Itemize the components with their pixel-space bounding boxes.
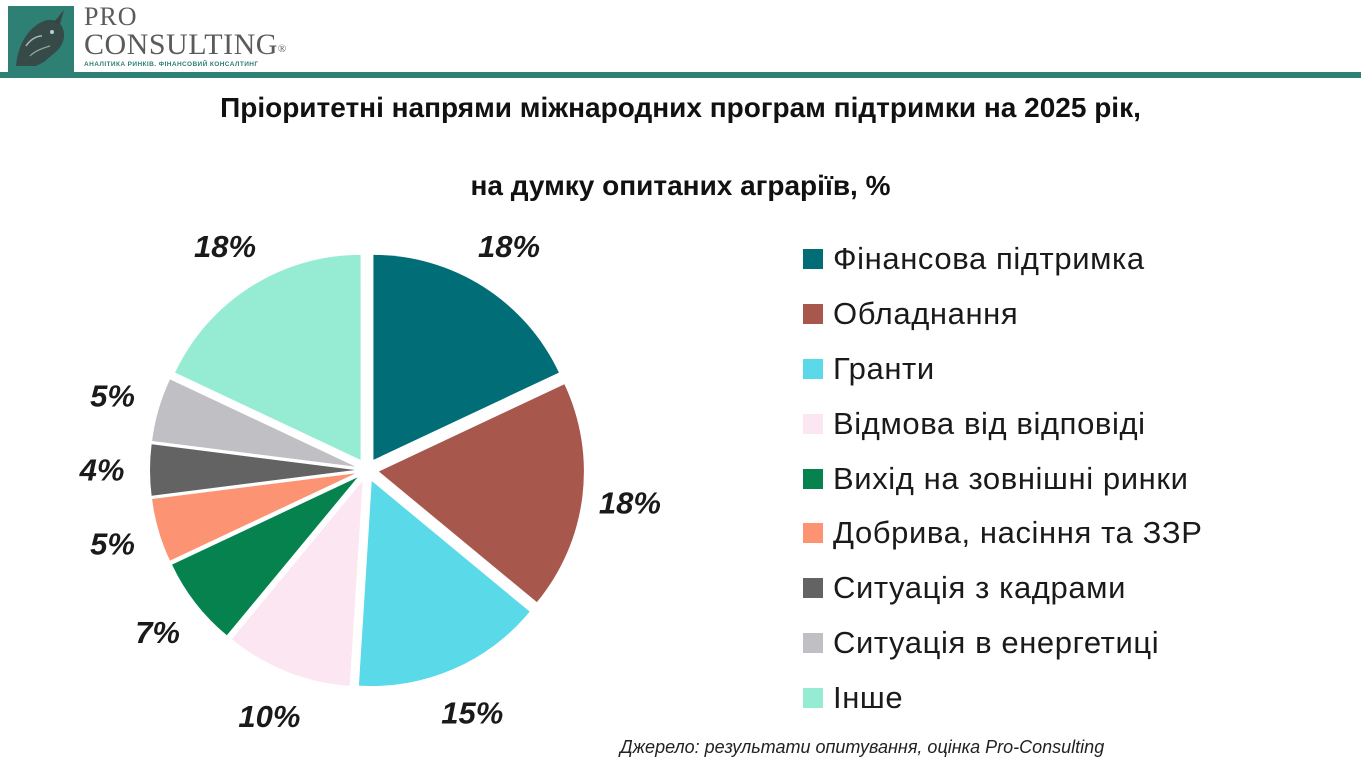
pie-data-label: 10% bbox=[238, 699, 300, 734]
pie-data-label: 5% bbox=[90, 526, 135, 561]
legend-item: Відмова від відповіді bbox=[803, 396, 1203, 451]
header-divider bbox=[0, 72, 1361, 78]
legend-label: Вихід на зовнішні ринки bbox=[833, 460, 1189, 496]
legend-swatch bbox=[803, 632, 823, 653]
pie-slice bbox=[152, 473, 356, 561]
pie-slice bbox=[231, 481, 363, 686]
legend-swatch bbox=[803, 358, 823, 379]
chart-title: Пріоритетні напрями міжнародних програм … bbox=[220, 92, 1141, 123]
legend-swatch bbox=[803, 687, 823, 708]
logo-wordmark: PRO CONSULTING® АНАЛІТИКА РИНКІВ. ФІНАНС… bbox=[84, 4, 287, 69]
legend-item: Гранти bbox=[803, 342, 1203, 397]
pie-data-label: 18% bbox=[478, 229, 540, 264]
legend-item: Ситуація з кадрами bbox=[803, 561, 1203, 616]
pie-slice bbox=[152, 379, 356, 467]
logo-mark bbox=[8, 6, 74, 72]
legend-label: Гранти bbox=[833, 350, 935, 386]
pie-data-label: 18% bbox=[599, 486, 661, 521]
legend-swatch bbox=[803, 413, 823, 434]
logo-tagline: АНАЛІТИКА РИНКІВ. ФІНАНСОВИЙ КОНСАЛТИНГ bbox=[84, 61, 259, 68]
source-note: Джерело: результати опитування, оцінка P… bbox=[620, 737, 1105, 757]
legend-label: Ситуація з кадрами bbox=[833, 570, 1126, 606]
legend-label: Добрива, насіння та ЗЗР bbox=[833, 515, 1203, 551]
legend-label: Інше bbox=[833, 679, 904, 715]
legend-swatch bbox=[803, 578, 823, 599]
pie-slice bbox=[149, 444, 355, 496]
pie-data-label: 5% bbox=[90, 379, 135, 414]
logo-consulting-text: CONSULTING® bbox=[84, 28, 287, 61]
pie-slice bbox=[175, 254, 361, 460]
legend-item: Добрива, насіння та ЗЗР bbox=[803, 506, 1203, 561]
legend-swatch bbox=[803, 304, 823, 325]
pie-slice bbox=[358, 481, 530, 687]
pie-data-label: 18% bbox=[194, 229, 256, 264]
legend-swatch bbox=[803, 468, 823, 489]
pie-data-label: 4% bbox=[79, 453, 125, 488]
pie-data-label: 7% bbox=[135, 615, 180, 650]
chart-subtitle: на думку опитаних аграріїв, % bbox=[470, 170, 891, 201]
pie-slice bbox=[172, 477, 358, 636]
legend-label: Фінансова підтримка bbox=[833, 241, 1145, 277]
legend-item: Інше bbox=[803, 670, 1203, 725]
legend-item: Ситуація в енергетиці bbox=[803, 616, 1203, 671]
pie-data-label: 15% bbox=[441, 696, 503, 731]
legend-item: Обладнання bbox=[803, 287, 1203, 342]
rhino-logo-icon bbox=[16, 10, 65, 66]
registered-mark: ® bbox=[277, 43, 287, 55]
legend-label: Відмова від відповіді bbox=[833, 405, 1146, 441]
logo-pro-text: PRO bbox=[84, 2, 138, 31]
legend-label: Ситуація в енергетиці bbox=[833, 624, 1160, 660]
legend-label: Обладнання bbox=[833, 296, 1019, 332]
pie-slice bbox=[378, 384, 584, 603]
legend-item: Вихід на зовнішні ринки bbox=[803, 451, 1203, 506]
legend-item: Фінансова підтримка bbox=[803, 232, 1203, 287]
chart-legend: Фінансова підтримка Обладнання Гранти Відмо… bbox=[803, 232, 1203, 725]
legend-swatch bbox=[803, 249, 823, 270]
legend-swatch bbox=[803, 523, 823, 544]
pie-slice bbox=[373, 254, 559, 460]
